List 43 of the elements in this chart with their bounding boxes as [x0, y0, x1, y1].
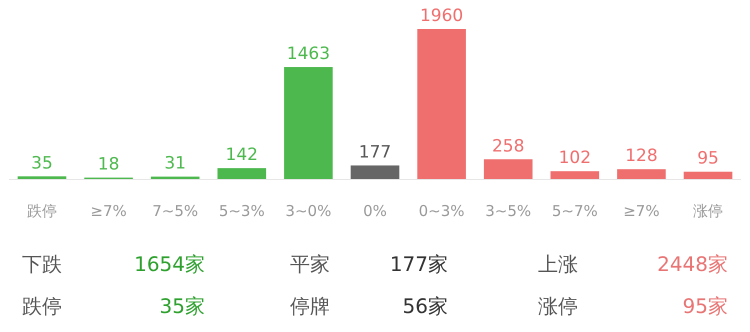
- x-tick-label: 0%: [363, 202, 387, 220]
- x-tick-label: ≥7%: [623, 202, 660, 220]
- data-label: 177: [358, 142, 392, 162]
- bar: [484, 159, 533, 179]
- bar: [550, 171, 600, 179]
- x-tick-label: 5~7%: [552, 202, 598, 220]
- data-label: 1463: [286, 44, 330, 64]
- data-label: 1960: [420, 6, 464, 26]
- bar: [417, 29, 466, 179]
- text: 停牌: [290, 294, 330, 318]
- x-tick-label: 0~3%: [418, 202, 465, 220]
- bar: [350, 165, 400, 179]
- x-tick-label: 跌停: [26, 202, 57, 220]
- x-tick-label: 5~3%: [218, 202, 265, 220]
- text: 35家: [160, 294, 205, 318]
- data-label: 142: [226, 145, 258, 166]
- text: 上涨: [538, 252, 578, 276]
- bar: [217, 168, 266, 179]
- bar: [18, 176, 66, 179]
- x-tick-label: ≥7%: [90, 202, 127, 220]
- data-label: 128: [625, 146, 658, 166]
- text: 跌停: [22, 294, 62, 318]
- bar: [617, 169, 666, 179]
- text: 平家: [290, 252, 330, 276]
- data-label: 35: [31, 153, 53, 174]
- data-label: 102: [558, 148, 592, 168]
- x-tick-label: 3~0%: [285, 202, 332, 220]
- data-label: 31: [164, 154, 186, 174]
- x-tick-label: 3~5%: [485, 202, 532, 220]
- text: 177家: [390, 252, 448, 276]
- text: 2448家: [657, 252, 728, 276]
- data-label: 258: [492, 136, 524, 156]
- data-label: 95: [697, 148, 719, 169]
- text: 下跌: [22, 252, 62, 276]
- x-tick-label: 涨停: [693, 202, 724, 220]
- x-tick-label: 7~5%: [152, 202, 198, 220]
- text: 1654家: [134, 252, 205, 276]
- data-label: 18: [98, 154, 120, 175]
- bar: [284, 67, 333, 179]
- text: 56家: [402, 294, 448, 318]
- text: 涨停: [538, 294, 578, 318]
- text: 95家: [682, 294, 728, 318]
- bar: [684, 172, 732, 179]
